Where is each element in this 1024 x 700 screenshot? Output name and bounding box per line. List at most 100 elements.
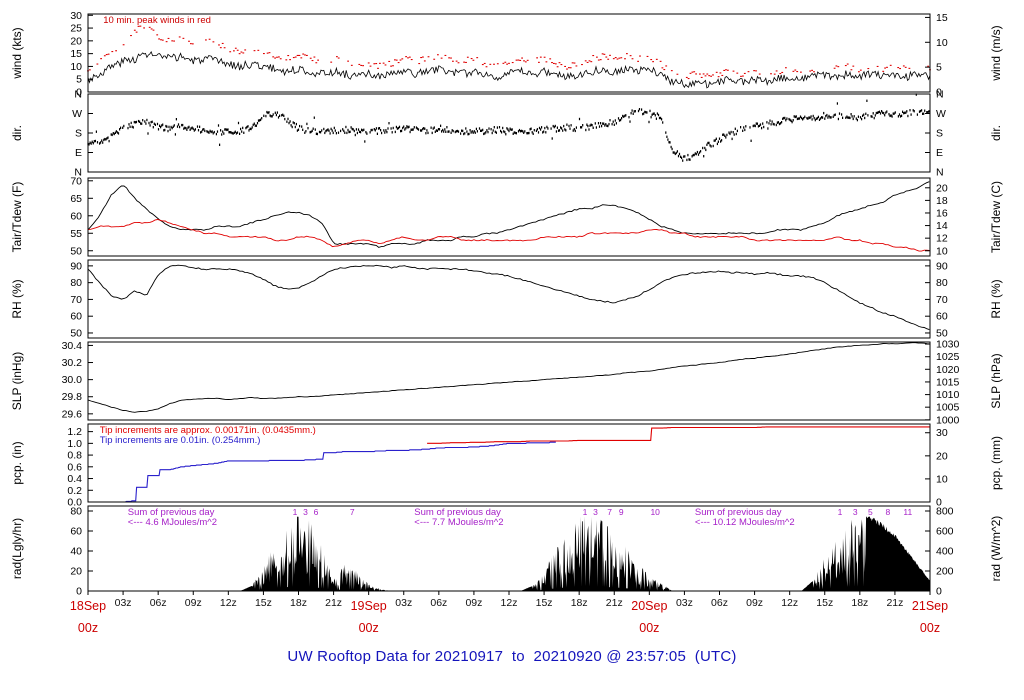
x-tick-hour-label: 21z <box>886 597 903 609</box>
mj-sum-mark: 3 <box>593 507 598 517</box>
x-tick-day-label: 20Sep <box>631 599 667 613</box>
x-tick-hour-label: 09z <box>746 597 763 609</box>
y-tick-label: 50 <box>936 327 948 339</box>
x-tick-hour-label: 21z <box>325 597 342 609</box>
panel-border-tair <box>87 177 931 257</box>
x-tick-hour-label: 09z <box>185 597 202 609</box>
trace-t-dew <box>87 219 930 252</box>
axis-label-left-tair: Tair/Tdew (F) <box>10 182 24 253</box>
chart-title: UW Rooftop Data for 20210917 to 20210920… <box>287 648 737 665</box>
y-tick-label: 800 <box>936 506 954 518</box>
x-tick-hour-label: 18z <box>290 597 307 609</box>
annotation: Sum of previous day <box>128 507 215 518</box>
y-tick-label: 60 <box>70 526 82 538</box>
y-tick-label: 10 <box>936 37 948 49</box>
mj-sum-mark: 3 <box>303 507 308 517</box>
annotation: 10 min. peak winds in red <box>103 15 211 26</box>
mj-sum-mark: 1 <box>583 507 588 517</box>
y-tick-label: 0.8 <box>67 450 82 462</box>
y-tick-label: 1005 <box>936 402 960 414</box>
mj-sum-mark: 10 <box>650 507 660 517</box>
y-tick-label: 14 <box>936 220 948 232</box>
y-tick-label: 60 <box>70 210 82 222</box>
annotation: Tip increments are approx. 0.00171in. (0… <box>100 425 316 436</box>
y-tick-label: 0 <box>76 586 82 598</box>
y-tick-label: 70 <box>936 294 948 306</box>
trace-solar-radiation <box>88 516 930 591</box>
y-tick-label: 0 <box>76 87 82 99</box>
y-tick-label: S <box>75 128 82 140</box>
trace-wind-avg <box>87 51 931 89</box>
y-tick-label: 80 <box>70 506 82 518</box>
x-tick-hour-label: 03z <box>115 597 132 609</box>
y-tick-label: 15 <box>936 12 948 24</box>
mj-sum-mark: 9 <box>619 507 624 517</box>
y-tick-label: 400 <box>936 546 954 558</box>
mj-sum-mark: 7 <box>607 507 612 517</box>
axis-label-right-slp: SLP (hPa) <box>989 353 1003 408</box>
mj-sum-mark: 1 <box>293 507 298 517</box>
panel-border-rh <box>87 259 931 339</box>
y-tick-label: 90 <box>936 260 948 272</box>
y-tick-label: 0.6 <box>67 461 82 473</box>
x-tick-day-label: 19Sep <box>351 599 387 613</box>
panel-border-pcp <box>87 423 931 503</box>
x-tick-day-label: 21Sep <box>912 599 948 613</box>
y-tick-label: 20 <box>70 35 82 47</box>
x-tick-hour-label: 12z <box>781 597 798 609</box>
y-tick-label: 30.0 <box>62 374 83 386</box>
y-tick-label: 30.4 <box>62 340 83 352</box>
trace-pcp-cumulative-000171in-gauge <box>427 426 930 444</box>
y-tick-label: 29.8 <box>62 391 83 403</box>
mj-sum-mark: 5 <box>868 507 873 517</box>
y-tick-label: 40 <box>70 546 82 558</box>
y-tick-label: 20 <box>936 182 948 194</box>
y-tick-label: 0.4 <box>67 473 82 485</box>
y-tick-label: 12 <box>936 233 948 245</box>
x-tick-hour-label: 15z <box>816 597 833 609</box>
y-tick-label: N <box>74 167 82 179</box>
x-axis: 18Sep 00z 03z 06z 09z 12z 15z 18z 21z 19Sep 00z 03z… <box>70 591 948 635</box>
axis-label-left-rh: RH (%) <box>10 279 24 318</box>
y-tick-label: W <box>72 108 82 120</box>
y-tick-label: S <box>936 128 943 140</box>
axis-label-left-pcp: pcp. (in) <box>10 441 24 484</box>
annotation: <--- 4.6 MJoules/m^2 <box>128 517 217 528</box>
mj-sum-mark: 8 <box>886 507 891 517</box>
y-tick-label: 55 <box>70 228 82 240</box>
y-tick-label: 1025 <box>936 351 960 363</box>
x-tick-hour-label: 06z <box>711 597 728 609</box>
x-tick-day-hour: 00z <box>639 621 659 635</box>
annotation: Sum of previous day <box>695 507 782 518</box>
x-tick-hour-label: 03z <box>395 597 412 609</box>
y-tick-label: 20 <box>936 450 948 462</box>
y-tick-label: 29.6 <box>62 408 83 420</box>
x-tick-hour-label: 18z <box>571 597 588 609</box>
y-tick-label: 80 <box>70 277 82 289</box>
axis-label-right-wind: wind (m/s) <box>989 25 1003 81</box>
y-tick-label: 0.2 <box>67 485 82 497</box>
mj-sum-mark: 7 <box>350 507 355 517</box>
trace-pcp-cumulative-001in-gauge <box>88 441 556 503</box>
y-tick-label: N <box>74 89 82 101</box>
y-tick-label: E <box>936 147 943 159</box>
y-tick-label: 15 <box>70 48 82 60</box>
mj-sum-mark: 11 <box>903 507 912 517</box>
trace-relative-humidity <box>87 264 930 331</box>
y-tick-label: 1015 <box>936 376 960 388</box>
y-tick-label: 1.0 <box>67 438 82 450</box>
y-tick-label: E <box>75 147 82 159</box>
mj-sum-mark: 1 <box>838 507 843 517</box>
panel-border-slp <box>87 341 931 421</box>
panel-slp: 29.6 29.8 30.0 30.2 30.4 10001005101010151020… <box>10 339 1003 427</box>
x-tick-hour-label: 21z <box>606 597 623 609</box>
y-tick-label: 70 <box>70 294 82 306</box>
y-tick-label: 5 <box>936 62 942 74</box>
y-tick-label: 1000 <box>936 414 960 426</box>
y-tick-label: 60 <box>936 311 948 323</box>
y-tick-label: 90 <box>70 260 82 272</box>
y-tick-label: 0.0 <box>67 497 82 509</box>
axis-label-left-dir: dir. <box>10 125 24 141</box>
